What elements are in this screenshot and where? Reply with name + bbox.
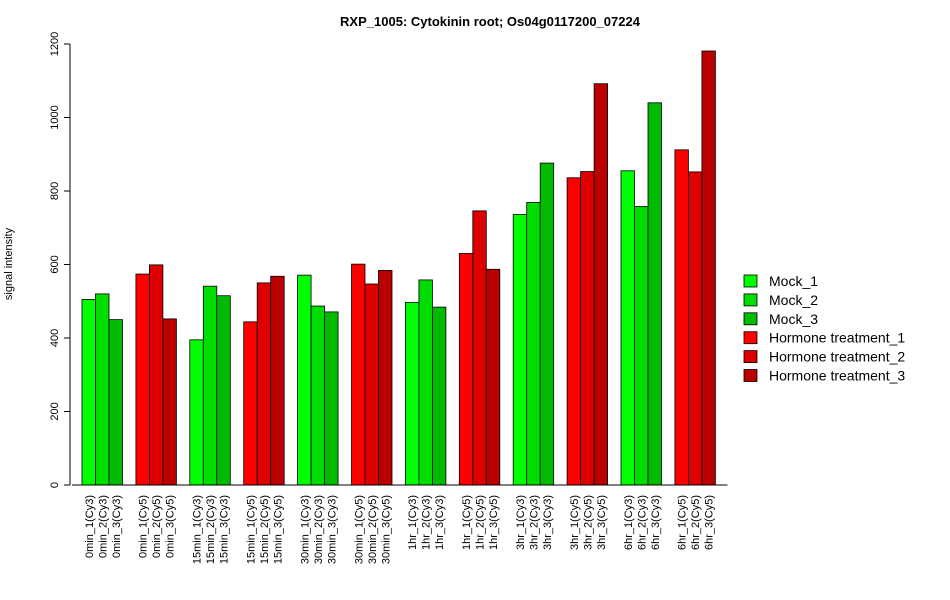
bar: [701, 50, 716, 486]
y-tick-label: 0: [49, 482, 61, 488]
bar: [95, 293, 110, 486]
legend-label: Hormone treatment_3: [769, 368, 905, 384]
x-tick-label: 15min_2(Cy5): [259, 495, 271, 564]
y-axis-label: signal intensity: [3, 227, 15, 300]
bar-series-group: [72, 50, 728, 486]
bar: [270, 275, 285, 486]
x-tick-label: 15min_1(Cy3): [192, 495, 204, 564]
bar: [404, 301, 420, 486]
x-tick-label: 30min_1(Cy3): [299, 495, 311, 564]
bar: [310, 305, 326, 486]
x-tick-label: 3hr_1(Cy3): [515, 495, 527, 550]
x-tick-label: 30min_3(Cy5): [380, 495, 392, 564]
x-tick-label: 3hr_1(Cy5): [569, 495, 581, 550]
bar: [485, 268, 501, 486]
bar: [364, 283, 379, 486]
x-tick-label: 0min_3(Cy5): [165, 495, 177, 558]
x-tick-label: 6hr_3(Cy3): [650, 495, 662, 550]
bar: [580, 171, 595, 486]
y-tick-label: 600: [49, 255, 61, 273]
legend-swatch: [743, 331, 758, 345]
x-tick-label: 0min_1(Cy5): [138, 495, 150, 558]
bar: [202, 285, 218, 486]
bar: [243, 321, 258, 486]
x-tick-label: 6hr_1(Cy3): [623, 495, 635, 550]
x-tick-label: 30min_1(Cy5): [353, 495, 365, 564]
legend-label: Hormone treatment_2: [769, 349, 905, 365]
x-tick-label: 6hr_2(Cy5): [690, 495, 702, 550]
x-tick-label: 15min_3(Cy5): [272, 495, 284, 564]
bar: [351, 263, 366, 486]
x-tick-label: 3hr_3(Cy3): [542, 495, 554, 550]
legend: Mock_1 Mock_2 Mock_3 Hormone treatment_1 Hor…: [743, 273, 905, 384]
bar: [539, 162, 555, 486]
bar: [108, 319, 123, 486]
x-tick-label: 15min_3(Cy3): [219, 495, 231, 564]
legend-swatch: [743, 274, 758, 288]
x-tick-label: 3hr_2(Cy5): [582, 495, 594, 550]
x-tick-label: 30min_2(Cy5): [367, 495, 379, 564]
bar: [566, 177, 581, 486]
bar: [162, 318, 177, 486]
y-tick-label: 800: [49, 182, 61, 200]
x-tick-label: 30min_2(Cy3): [313, 495, 325, 564]
x-tick-labels: 0min_1(Cy3) 0min_2(Cy3) 0min_3(Cy3) 0min_1(…: [84, 495, 716, 564]
x-tick-label: 1hr_2(Cy3): [421, 495, 433, 550]
legend-label: Mock_2: [769, 292, 818, 308]
bar: [526, 201, 541, 486]
legend-swatch: [743, 312, 758, 326]
x-tick-label: 15min_1(Cy5): [245, 495, 257, 564]
x-tick-label: 15min_2(Cy3): [205, 495, 217, 564]
bar: [472, 210, 487, 486]
bar: [135, 273, 150, 486]
y-axis: 0 200 400 600 800 1000 1200: [49, 32, 71, 488]
legend-label: Mock_1: [769, 273, 818, 289]
x-tick-label: 1hr_1(Cy5): [461, 495, 473, 550]
legend-swatch: [743, 369, 758, 382]
bar: [256, 282, 272, 486]
bar: [512, 214, 528, 486]
x-tick-label: 3hr_3(Cy5): [596, 495, 608, 550]
y-tick-label: 400: [49, 329, 61, 347]
bar: [647, 102, 662, 486]
bar: [688, 171, 703, 486]
x-tick-label: 0min_3(Cy3): [111, 495, 123, 558]
legend-swatch: [743, 293, 758, 307]
x-tick-label: 6hr_3(Cy5): [704, 495, 716, 550]
x-tick-label: 1hr_3(Cy5): [488, 495, 500, 550]
x-tick-label: 1hr_2(Cy5): [475, 495, 487, 550]
legend-label: Hormone treatment_1: [769, 330, 905, 346]
y-tick-label: 200: [49, 402, 61, 420]
bar: [324, 311, 339, 486]
legend-label: Mock_3: [769, 311, 818, 327]
y-tick-label: 1200: [49, 32, 61, 56]
bar: [189, 339, 204, 486]
bar: [634, 206, 649, 486]
x-tick-label: 6hr_1(Cy5): [677, 495, 689, 550]
x-tick-label: 0min_1(Cy3): [84, 495, 96, 558]
x-tick-label: 0min_2(Cy3): [97, 495, 109, 558]
bar: [378, 269, 393, 486]
bar: [297, 274, 312, 486]
x-tick-label: 3hr_2(Cy3): [528, 495, 540, 550]
x-tick-label: 1hr_1(Cy3): [407, 495, 419, 550]
x-tick-label: 1hr_3(Cy3): [434, 495, 446, 550]
bar: [674, 149, 689, 486]
bar: [81, 299, 96, 486]
x-tick-label: 6hr_2(Cy3): [636, 495, 648, 550]
bar: [216, 295, 231, 486]
x-tick-label: 0min_2(Cy5): [151, 495, 163, 558]
bar: [593, 83, 608, 486]
bar: [418, 279, 433, 486]
bar: [431, 306, 447, 486]
bar: [148, 264, 164, 486]
bar: [458, 253, 474, 486]
bar: [620, 170, 635, 486]
chart-title: RXP_1005: Cytokinin root; Os04g0117200_0…: [340, 14, 641, 29]
y-tick-label: 1000: [49, 105, 61, 129]
legend-swatch: [743, 350, 758, 364]
x-tick-label: 30min_3(Cy3): [326, 495, 338, 564]
